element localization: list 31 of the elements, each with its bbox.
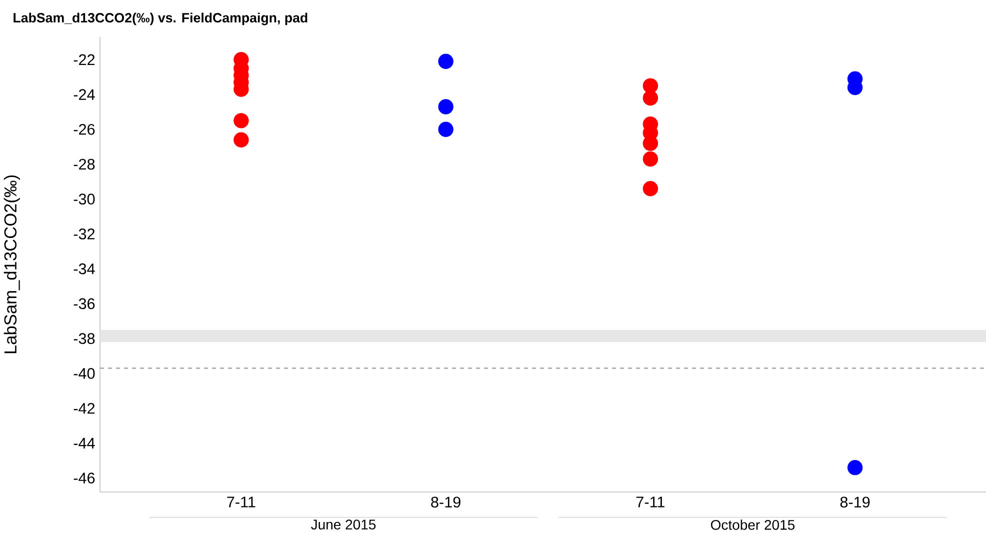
- point: [234, 113, 249, 128]
- point: [642, 90, 658, 106]
- chart-title: LabSam_d13CCO2(‰) vs. FieldCampaign, pad: [14, 12, 308, 26]
- x-tick-label: 7-11: [636, 496, 664, 508]
- point: [642, 78, 658, 94]
- y-tick-label: -44: [74, 438, 95, 448]
- y-tick-label: -38: [74, 333, 95, 344]
- point: [847, 460, 863, 476]
- point: [642, 181, 658, 196]
- y-tick-label: -24: [74, 89, 95, 100]
- text: October 2015: [710, 520, 795, 530]
- y-tick-label: -28: [74, 158, 95, 170]
- point: [438, 122, 454, 137]
- y-tick-label: -26: [74, 124, 95, 135]
- y-axis-title: LabSam_d13CCO2(‰): [4, 176, 20, 354]
- text: June 2015: [311, 520, 376, 530]
- x-tick-label: 8-19: [840, 496, 870, 508]
- y-tick-label: -46: [74, 472, 95, 484]
- x-tick-label: 7-11: [227, 496, 256, 508]
- x-tick-label: 8-19: [431, 496, 460, 508]
- y-tick-label: -40: [74, 368, 95, 379]
- y-tick-label: -30: [74, 194, 95, 205]
- y-tick-label: -22: [74, 54, 95, 66]
- y-tick-label: -34: [74, 263, 95, 274]
- point: [234, 132, 249, 148]
- point: [438, 99, 454, 114]
- y-tick-label: -32: [74, 228, 95, 240]
- y-tick-label: -36: [74, 298, 95, 310]
- point: [642, 151, 658, 167]
- y-tick-label: -42: [74, 402, 95, 414]
- point: [438, 54, 454, 69]
